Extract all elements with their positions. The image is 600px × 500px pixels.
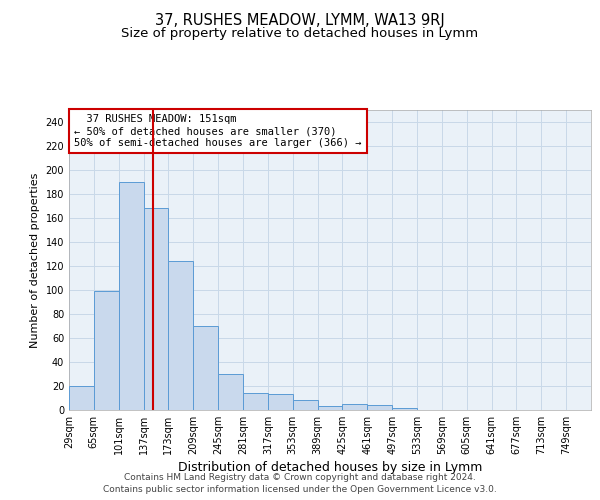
Bar: [193, 326, 218, 410]
Bar: [94, 291, 119, 410]
Text: 37, RUSHES MEADOW, LYMM, WA13 9RJ: 37, RUSHES MEADOW, LYMM, WA13 9RJ: [155, 12, 445, 28]
Bar: [143, 208, 169, 410]
Y-axis label: Number of detached properties: Number of detached properties: [30, 172, 40, 348]
Bar: [343, 404, 367, 410]
Text: 37 RUSHES MEADOW: 151sqm
← 50% of detached houses are smaller (370)
50% of semi-: 37 RUSHES MEADOW: 151sqm ← 50% of detach…: [74, 114, 362, 148]
Bar: [392, 408, 417, 410]
Bar: [169, 261, 193, 410]
Bar: [293, 400, 317, 410]
Bar: [119, 182, 143, 410]
Bar: [69, 386, 94, 410]
Bar: [367, 405, 392, 410]
Bar: [243, 393, 268, 410]
Bar: [317, 406, 343, 410]
Bar: [268, 394, 293, 410]
Text: Contains HM Land Registry data © Crown copyright and database right 2024.: Contains HM Land Registry data © Crown c…: [124, 472, 476, 482]
Text: Size of property relative to detached houses in Lymm: Size of property relative to detached ho…: [121, 28, 479, 40]
Bar: [218, 374, 243, 410]
X-axis label: Distribution of detached houses by size in Lymm: Distribution of detached houses by size …: [178, 461, 482, 474]
Text: Contains public sector information licensed under the Open Government Licence v3: Contains public sector information licen…: [103, 485, 497, 494]
